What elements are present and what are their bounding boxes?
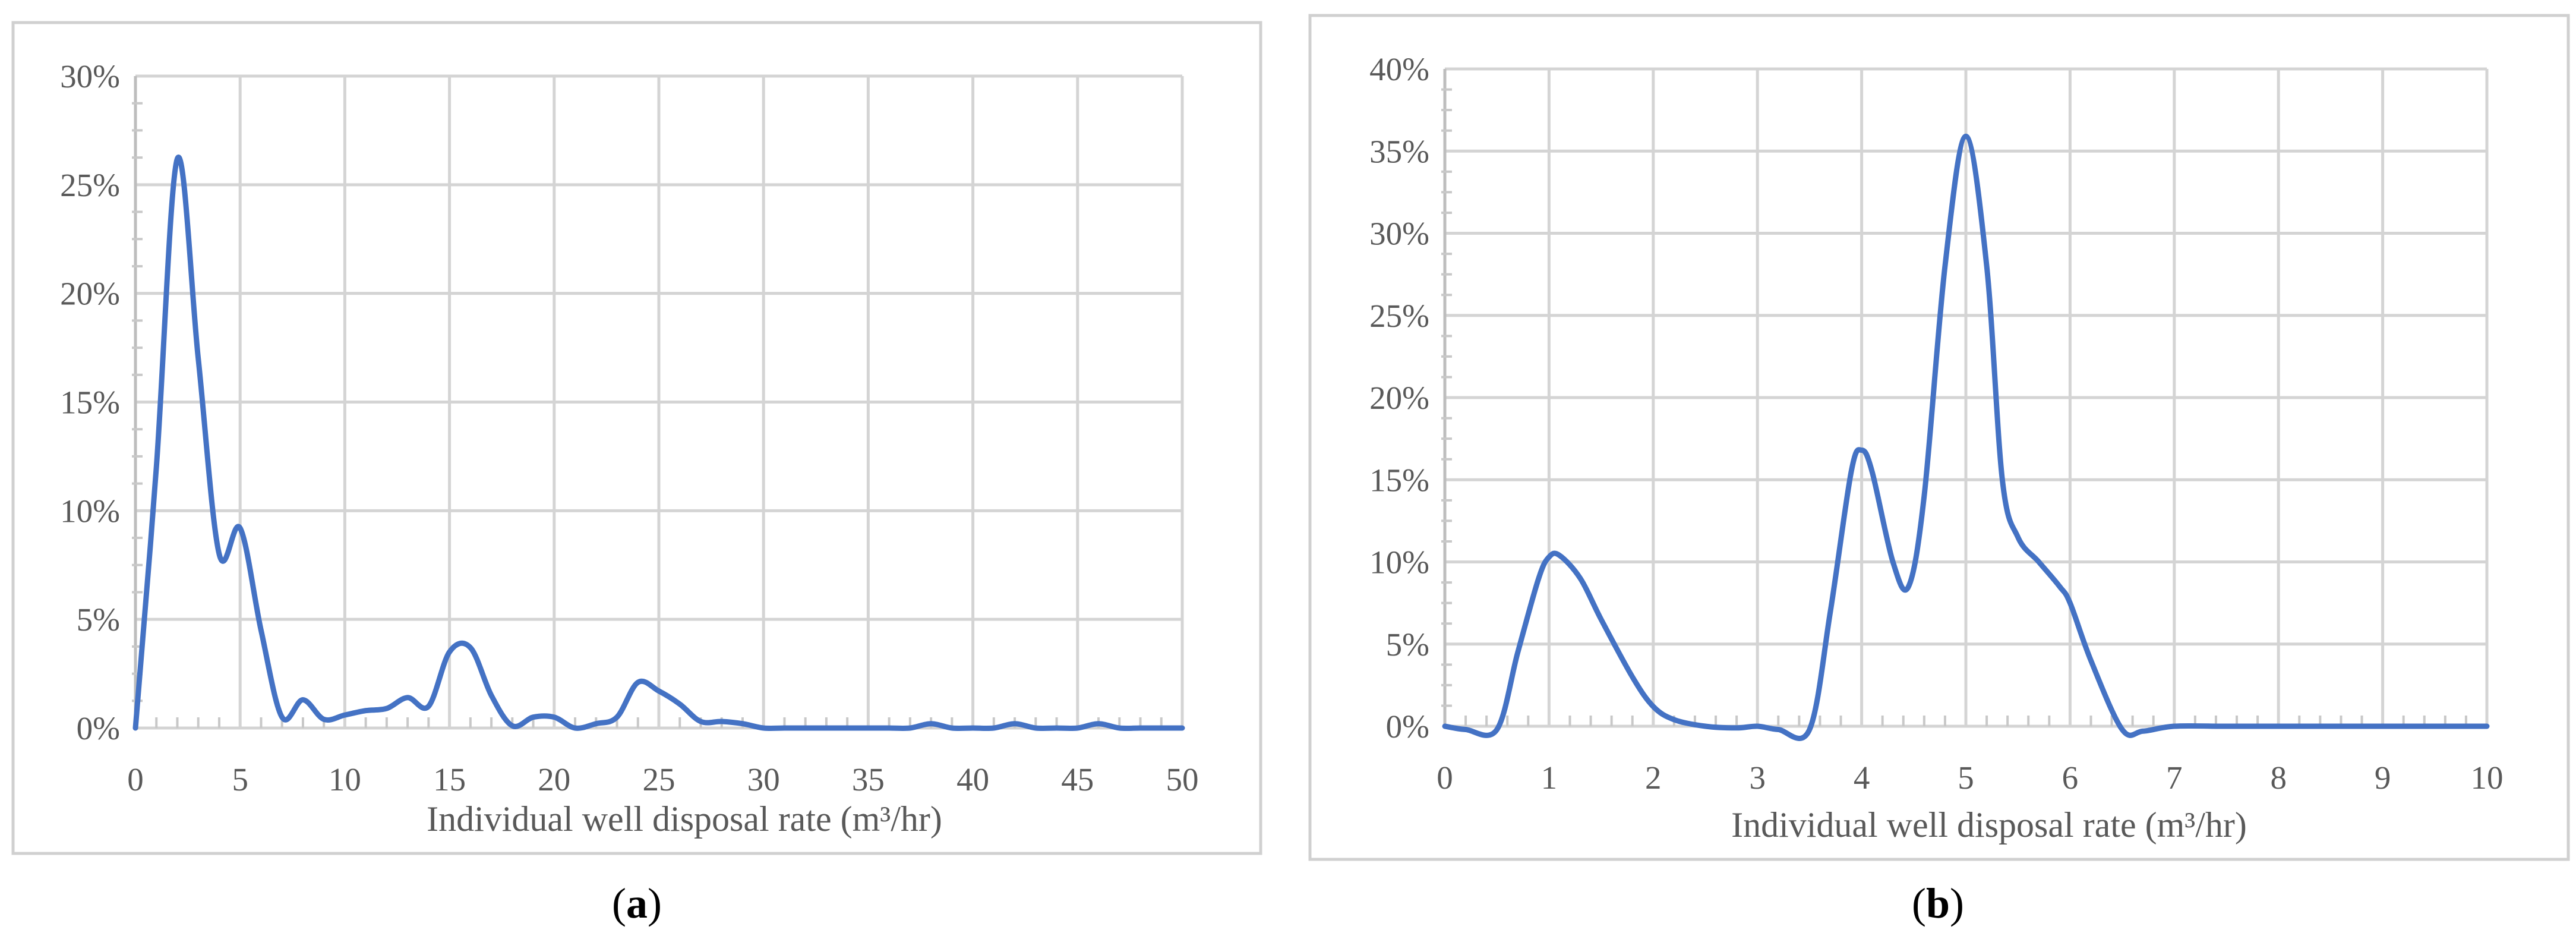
caption-a-letter: a bbox=[626, 880, 648, 927]
x-tick-label-a: 45 bbox=[1061, 761, 1094, 798]
x-tick-label-b: 5 bbox=[1958, 760, 1974, 796]
plot-area-a: 0% 5% 10% 15% 20% 25% 30% 0 5 10 15 20 25 30 35 40 45 50 bbox=[60, 58, 1198, 798]
x-tick-label-a: 30 bbox=[747, 761, 780, 798]
caption-b-close: ) bbox=[1950, 880, 1964, 927]
x-axis-title-a: Individual well disposal rate (m³/hr) bbox=[427, 799, 942, 839]
x-tick-label-a: 35 bbox=[852, 761, 885, 798]
x-tick-label-a: 40 bbox=[956, 761, 989, 798]
panel-b: 0% 5% 10% 15% 20% 25% 30% 35% 40% 0 1 2 3 4 5 6 7 8 9 10 In… bbox=[1308, 14, 2570, 861]
x-tick-label-b: 3 bbox=[1749, 760, 1766, 796]
x-tick-label-a: 50 bbox=[1166, 761, 1199, 798]
y-tick-label-b: 0% bbox=[1386, 708, 1429, 745]
caption-a-close: ) bbox=[648, 880, 662, 927]
y-tick-label-b: 5% bbox=[1386, 626, 1429, 663]
y-tick-label-b: 10% bbox=[1369, 544, 1429, 581]
x-tick-label-b: 10 bbox=[2471, 760, 2504, 796]
x-tick-label-b: 2 bbox=[1645, 760, 1662, 796]
x-tick-label-b: 9 bbox=[2375, 760, 2391, 796]
x-tick-label-a: 20 bbox=[538, 761, 570, 798]
x-tick-label-b: 8 bbox=[2270, 760, 2287, 796]
x-tick-label-b: 4 bbox=[1854, 760, 1870, 796]
caption-b: (b) bbox=[1912, 880, 1964, 927]
series-line-a bbox=[132, 155, 1185, 732]
plot-area-b: 0% 5% 10% 15% 20% 25% 30% 35% 40% 0 1 2 3 4 5 6 7 8 9 10 bbox=[1369, 51, 2503, 796]
series-line-b bbox=[1442, 133, 2490, 741]
y-tick-label-b: 30% bbox=[1369, 216, 1429, 252]
y-tick-label-a: 10% bbox=[60, 493, 120, 529]
y-tick-label-b: 35% bbox=[1369, 133, 1429, 169]
x-tick-label-b: 7 bbox=[2166, 760, 2183, 796]
x-axis-title-b: Individual well disposal rate (m³/hr) bbox=[1731, 805, 2247, 845]
panel-a: 0%5%10%15%20%25%30%0 5 10 15 20 25 30 35 40 45 50 … bbox=[11, 21, 1262, 855]
y-tick-label-a: 20% bbox=[60, 276, 120, 312]
x-tick-label-a: 25 bbox=[643, 761, 675, 798]
y-tick-label-b: 25% bbox=[1369, 298, 1429, 334]
x-tick-label-b: 0 bbox=[1437, 760, 1453, 796]
caption-b-letter: b bbox=[1926, 880, 1950, 927]
y-tick-label-b: 40% bbox=[1369, 51, 1429, 87]
y-tick-label-b: 20% bbox=[1369, 380, 1429, 416]
x-tick-label-b: 1 bbox=[1541, 760, 1558, 796]
caption-a: (a) bbox=[612, 880, 662, 927]
x-tick-label-b: 6 bbox=[2062, 760, 2079, 796]
y-tick-label-a: 0% bbox=[77, 710, 120, 746]
x-tick-label-a: 10 bbox=[329, 761, 361, 798]
panel-a-frame bbox=[11, 21, 1262, 855]
x-tick-label-a: 15 bbox=[433, 761, 466, 798]
x-tick-label-a: 0 bbox=[127, 761, 144, 798]
y-tick-label-a: 15% bbox=[60, 385, 120, 421]
panel-b-frame bbox=[1308, 14, 2570, 861]
caption-b-open: ( bbox=[1912, 880, 1926, 927]
caption-a-open: ( bbox=[612, 880, 626, 927]
x-tick-label-a: 5 bbox=[232, 761, 248, 798]
y-tick-label-a: 30% bbox=[60, 58, 120, 94]
y-tick-label-a: 5% bbox=[77, 601, 120, 638]
y-tick-label-b: 15% bbox=[1369, 462, 1429, 498]
y-tick-label-a: 25% bbox=[60, 167, 120, 203]
